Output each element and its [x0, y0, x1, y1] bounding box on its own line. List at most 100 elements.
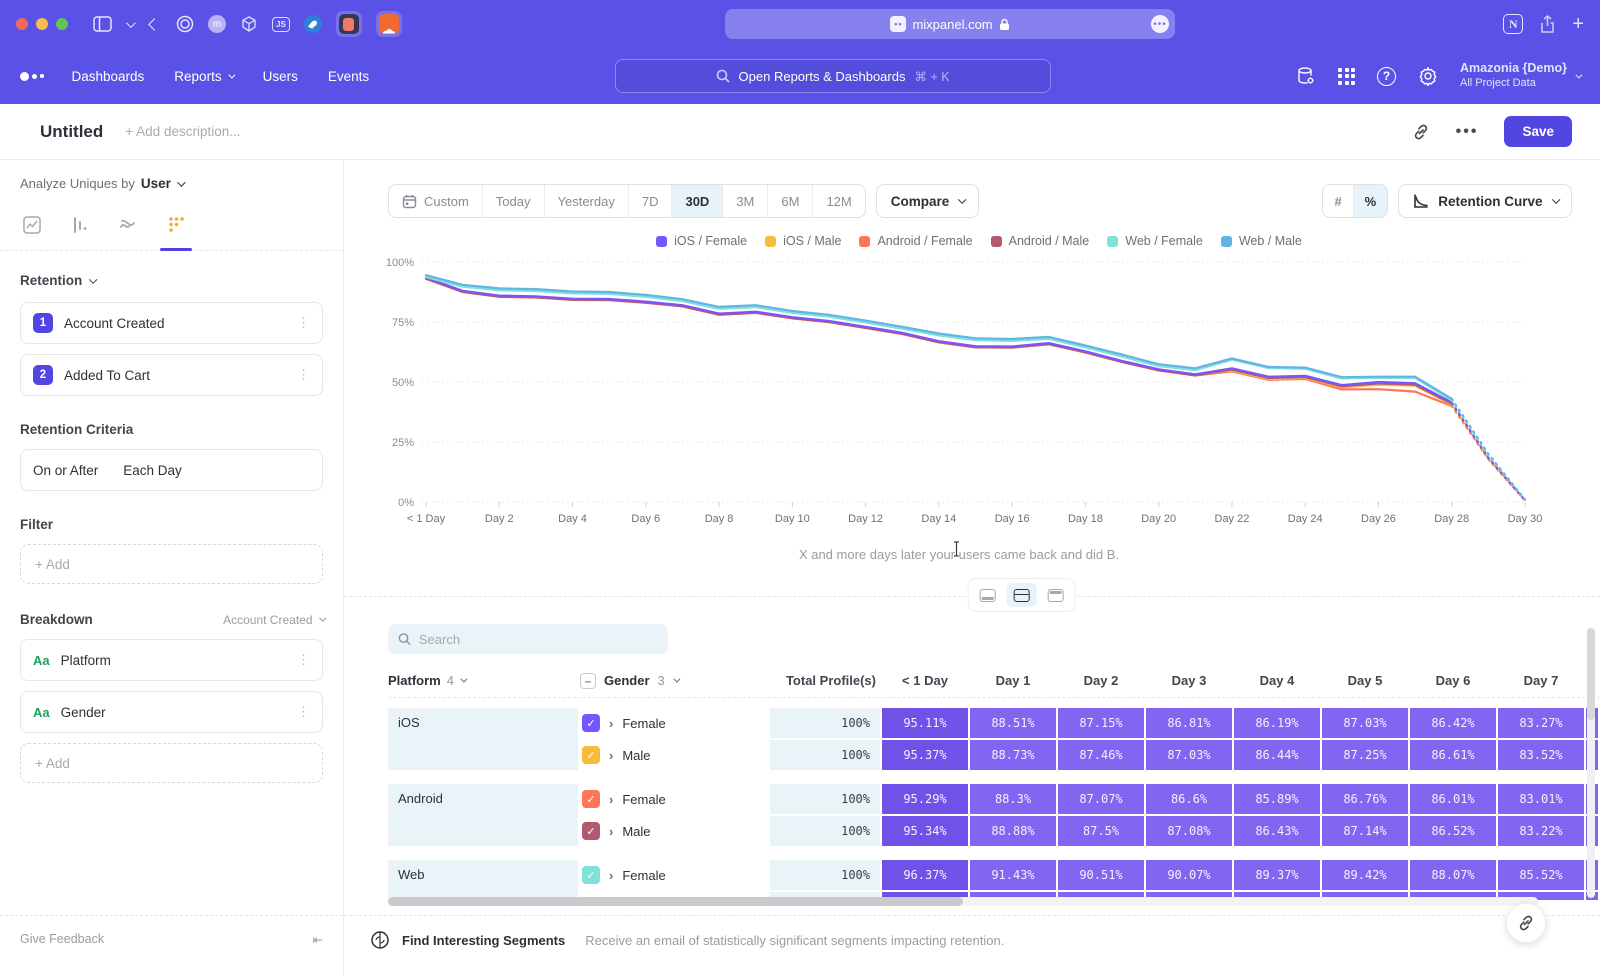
- day-column-header[interactable]: Day 5: [1322, 673, 1408, 688]
- retention-cell[interactable]: 86.76%: [1322, 784, 1408, 814]
- chevron-down-icon[interactable]: [126, 21, 133, 28]
- settings-gear-icon[interactable]: [1418, 66, 1438, 86]
- retention-cell[interactable]: 95.29%: [882, 784, 968, 814]
- browser-sidebar-icon[interactable]: [93, 16, 112, 32]
- vertical-scrollbar-thumb[interactable]: [1587, 628, 1595, 720]
- expand-row-icon[interactable]: ›: [609, 792, 613, 807]
- range-6m[interactable]: 6M: [767, 185, 812, 217]
- retention-cell[interactable]: 86.44%: [1234, 740, 1320, 770]
- tab-insights[interactable]: [20, 209, 44, 250]
- gender-column-header[interactable]: – Gender 3: [580, 673, 768, 689]
- retention-cell[interactable]: 86.52%: [1410, 816, 1496, 846]
- day-column-header[interactable]: Day 6: [1410, 673, 1496, 688]
- table-search-input[interactable]: [419, 632, 658, 647]
- legend-item[interactable]: iOS / Male: [765, 234, 841, 248]
- breakdown-add-button[interactable]: + Add: [20, 743, 323, 783]
- platform-cell[interactable]: Web: [388, 860, 578, 900]
- data-management-icon[interactable]: [1296, 66, 1316, 86]
- retention-cell[interactable]: 83.01%: [1498, 784, 1584, 814]
- retention-cell[interactable]: 87.03%: [1146, 740, 1232, 770]
- retention-cell[interactable]: 95.34%: [882, 816, 968, 846]
- breakdown-platform[interactable]: Aa Platform ⋮: [20, 639, 323, 681]
- count-toggle-button[interactable]: #: [1323, 185, 1352, 217]
- minimize-window-button[interactable]: [36, 18, 48, 30]
- retention-cell[interactable]: 87.14%: [1322, 816, 1408, 846]
- gender-checkbox[interactable]: ✓: [582, 714, 600, 732]
- legend-item[interactable]: Web / Female: [1107, 234, 1203, 248]
- retention-cell[interactable]: 86.61%: [1410, 740, 1496, 770]
- report-title[interactable]: Untitled: [40, 122, 103, 142]
- js-extension-icon[interactable]: JS: [272, 17, 290, 32]
- more-actions-icon[interactable]: •••: [1456, 123, 1479, 141]
- expand-row-icon[interactable]: ›: [609, 716, 613, 731]
- retention-cell[interactable]: 86.81%: [1146, 708, 1232, 738]
- gender-checkbox[interactable]: ✓: [582, 866, 600, 884]
- step-options-icon[interactable]: ⋮: [297, 320, 310, 327]
- retention-cell[interactable]: 86.19%: [1234, 708, 1320, 738]
- retention-cell[interactable]: 86.6%: [1146, 784, 1232, 814]
- platform-cell[interactable]: Android: [388, 784, 578, 846]
- total-profiles-header[interactable]: Total Profile(s): [770, 673, 880, 688]
- back-icon[interactable]: [150, 20, 159, 29]
- series-line-dashed-web-male[interactable]: [1452, 399, 1525, 500]
- project-switcher[interactable]: Amazonia {Demo}All Project Data: [1460, 61, 1580, 90]
- retention-cell[interactable]: 86.43%: [1234, 816, 1320, 846]
- save-button[interactable]: Save: [1504, 116, 1572, 147]
- give-feedback-link[interactable]: Give Feedback: [20, 932, 104, 946]
- breakdown-options-icon[interactable]: ⋮: [297, 657, 310, 664]
- day-column-header[interactable]: Day 1: [970, 673, 1056, 688]
- legend-item[interactable]: Android / Male: [991, 234, 1090, 248]
- add-description[interactable]: + Add description...: [125, 124, 240, 139]
- gender-checkbox[interactable]: ✓: [582, 790, 600, 808]
- expand-row-icon[interactable]: ›: [609, 868, 613, 883]
- retention-cell[interactable]: 87.03%: [1322, 708, 1408, 738]
- retention-cell[interactable]: 88.3%: [970, 784, 1056, 814]
- address-bar[interactable]: •• mixpanel.com •••: [725, 9, 1175, 39]
- platform-cell[interactable]: iOS: [388, 708, 578, 770]
- compare-button[interactable]: Compare: [876, 184, 979, 218]
- breakdown-gender[interactable]: Aa Gender ⋮: [20, 691, 323, 733]
- retention-cell[interactable]: 87.5%: [1058, 816, 1144, 846]
- criteria-interval[interactable]: Each Day: [123, 463, 182, 478]
- maximize-window-button[interactable]: [56, 18, 68, 30]
- nav-reports[interactable]: Reports: [174, 69, 232, 84]
- copy-link-icon[interactable]: [1412, 123, 1430, 141]
- find-segments-bar[interactable]: Find Interesting Segments Receive an ema…: [344, 915, 1600, 976]
- retention-cell[interactable]: 89.37%: [1234, 860, 1320, 890]
- step-account-created[interactable]: 1 Account Created ⋮: [20, 302, 323, 344]
- tab-flows[interactable]: [116, 209, 140, 250]
- gender-checkbox[interactable]: ✓: [582, 822, 600, 840]
- share-icon[interactable]: [1539, 15, 1556, 34]
- nav-users[interactable]: Users: [263, 69, 298, 84]
- platform-column-header[interactable]: Platform 4: [388, 673, 578, 688]
- page-actions-icon[interactable]: •••: [1151, 15, 1169, 33]
- retention-cell[interactable]: 87.08%: [1146, 816, 1232, 846]
- share-link-floating-button[interactable]: [1506, 903, 1546, 943]
- day-column-header[interactable]: Day 3: [1146, 673, 1232, 688]
- mixpanel-logo[interactable]: [20, 72, 44, 81]
- retention-cell[interactable]: 96.37%: [882, 860, 968, 890]
- retention-cell[interactable]: 87.15%: [1058, 708, 1144, 738]
- layout-table-only-button[interactable]: [1041, 583, 1071, 607]
- breakdown-options-icon[interactable]: ⋮: [297, 709, 310, 716]
- retention-cell[interactable]: 83.52%: [1498, 740, 1584, 770]
- range-12m[interactable]: 12M: [812, 185, 864, 217]
- vertical-scrollbar[interactable]: [1587, 628, 1595, 898]
- range-7d[interactable]: 7D: [628, 185, 672, 217]
- day-column-header[interactable]: Day 4: [1234, 673, 1320, 688]
- step-options-icon[interactable]: ⋮: [297, 372, 310, 379]
- retention-criteria-control[interactable]: On or After Each Day: [20, 449, 323, 491]
- retention-cell[interactable]: 88.51%: [970, 708, 1056, 738]
- legend-item[interactable]: Web / Male: [1221, 234, 1302, 248]
- criteria-condition[interactable]: On or After: [33, 463, 98, 478]
- close-window-button[interactable]: [16, 18, 28, 30]
- cube-extension-icon[interactable]: [240, 15, 258, 33]
- table-search[interactable]: [388, 624, 668, 654]
- expand-row-icon[interactable]: ›: [609, 748, 613, 763]
- expand-row-icon[interactable]: ›: [609, 824, 613, 839]
- chart-type-select[interactable]: Retention Curve: [1398, 184, 1572, 218]
- select-all-checkbox[interactable]: –: [580, 673, 596, 689]
- step-added-to-cart[interactable]: 2 Added To Cart ⋮: [20, 354, 323, 396]
- breakdown-scope-select[interactable]: Account Created: [223, 613, 323, 627]
- range-today[interactable]: Today: [482, 185, 544, 217]
